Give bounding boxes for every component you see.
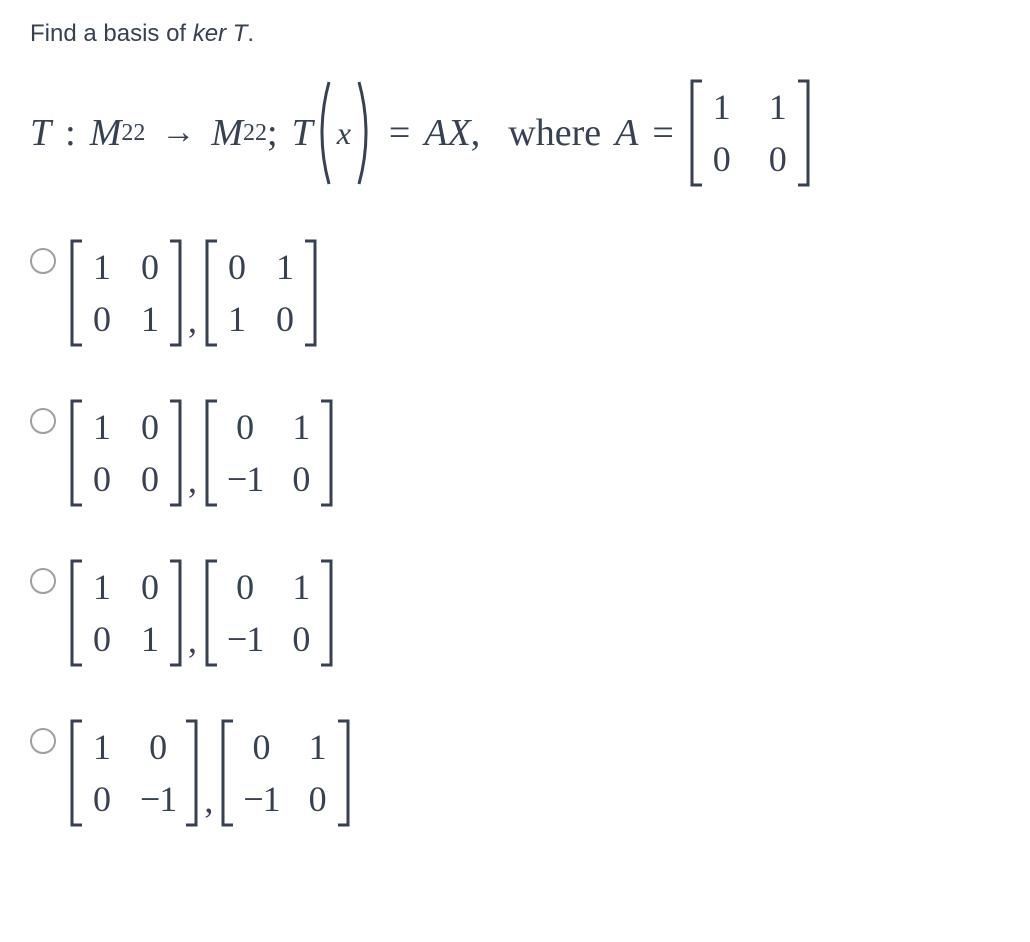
- cell: 0: [275, 293, 295, 345]
- matrixA-10: 0: [712, 133, 732, 185]
- cell: 0: [140, 721, 176, 773]
- cell: −1: [227, 453, 263, 505]
- matrixA-01: 1: [768, 81, 788, 133]
- cell: 1: [291, 561, 311, 613]
- question-prompt: Find a basis of ker T.: [30, 20, 1000, 48]
- cell: 0: [227, 241, 247, 293]
- cell: 0: [227, 401, 263, 453]
- option-3-math: 1 0 0 1 , 0 1 −1 0: [68, 558, 335, 668]
- matrixA-00: 1: [712, 81, 732, 133]
- cell: 0: [243, 721, 279, 773]
- question-container: Find a basis of ker T. T : M22 → M22; T …: [0, 0, 1030, 848]
- option-3[interactable]: 1 0 0 1 , 0 1 −1 0: [30, 558, 1000, 668]
- sym-M1: M: [90, 111, 122, 155]
- cell: 1: [92, 241, 112, 293]
- option-3-matrix-1: 1 0 0 1: [68, 558, 184, 668]
- sym-A2: A: [615, 111, 638, 155]
- sym-eq: =: [389, 111, 410, 155]
- option-2[interactable]: 1 0 0 0 , 0 1 −1 0: [30, 398, 1000, 508]
- cell: 1: [308, 721, 328, 773]
- sym-M2: M: [211, 111, 243, 155]
- cell: 0: [291, 453, 311, 505]
- prompt-suffix: .: [247, 20, 254, 47]
- cell: 0: [140, 453, 160, 505]
- cell: 1: [92, 721, 112, 773]
- option-4[interactable]: 1 0 0 −1 , 0 1 −1 0: [30, 718, 1000, 828]
- cell: 1: [275, 241, 295, 293]
- sym-colon: :: [65, 111, 76, 155]
- cell: 0: [308, 773, 328, 825]
- cell: 1: [140, 293, 160, 345]
- cell: 1: [291, 401, 311, 453]
- equation-definition: T : M22 → M22; T x = AX, where A = 1 1 0: [30, 78, 1000, 188]
- cell: 1: [140, 613, 160, 665]
- option-2-matrix-2: 0 1 −1 0: [203, 398, 335, 508]
- cell: −1: [140, 773, 176, 825]
- sym-semicolon: ;: [267, 111, 278, 155]
- cell: 0: [92, 613, 112, 665]
- cell: −1: [227, 613, 263, 665]
- options-list: 1 0 0 1 , 0 1 1 0: [30, 238, 1000, 828]
- separator-comma: ,: [188, 302, 197, 338]
- radio-icon[interactable]: [30, 728, 56, 754]
- option-4-matrix-1: 1 0 0 −1: [68, 718, 200, 828]
- matrixA-11: 0: [768, 133, 788, 185]
- sym-T: T: [30, 111, 51, 155]
- sym-T2: T: [292, 111, 313, 155]
- matrix-A: 1 1 0 0: [688, 78, 812, 188]
- cell: 0: [140, 401, 160, 453]
- option-1[interactable]: 1 0 0 1 , 0 1 1 0: [30, 238, 1000, 348]
- cell: 1: [92, 561, 112, 613]
- prompt-prefix: Find a basis of: [30, 20, 193, 47]
- radio-icon[interactable]: [30, 568, 56, 594]
- option-3-matrix-2: 0 1 −1 0: [203, 558, 335, 668]
- sym-where: where: [508, 111, 601, 155]
- separator-comma: ,: [188, 462, 197, 498]
- option-1-matrix-1: 1 0 0 1: [68, 238, 184, 348]
- option-4-matrix-2: 0 1 −1 0: [219, 718, 351, 828]
- radio-icon[interactable]: [30, 408, 56, 434]
- option-2-matrix-1: 1 0 0 0: [68, 398, 184, 508]
- sym-comma: ,: [471, 111, 481, 155]
- cell: 0: [92, 293, 112, 345]
- cell: 0: [92, 773, 112, 825]
- cell: 0: [92, 453, 112, 505]
- option-1-matrix-2: 0 1 1 0: [203, 238, 319, 348]
- cell: 0: [227, 561, 263, 613]
- cell: 0: [140, 241, 160, 293]
- paren-x: x: [313, 78, 375, 188]
- cell: 1: [92, 401, 112, 453]
- sym-AX: AX: [424, 111, 470, 155]
- separator-comma: ,: [204, 782, 213, 818]
- option-2-math: 1 0 0 0 , 0 1 −1 0: [68, 398, 335, 508]
- cell: 0: [140, 561, 160, 613]
- cell: 1: [227, 293, 247, 345]
- cell: 0: [291, 613, 311, 665]
- option-1-math: 1 0 0 1 , 0 1 1 0: [68, 238, 319, 348]
- cell: −1: [243, 773, 279, 825]
- sym-x: x: [333, 115, 355, 152]
- separator-comma: ,: [188, 622, 197, 658]
- radio-icon[interactable]: [30, 248, 56, 274]
- arrow: →: [161, 114, 195, 152]
- prompt-emph: ker T: [193, 20, 248, 47]
- option-4-math: 1 0 0 −1 , 0 1 −1 0: [68, 718, 352, 828]
- sym-eq2: =: [652, 111, 673, 155]
- sym-M2-sub: 22: [243, 120, 267, 147]
- sym-M1-sub: 22: [121, 120, 145, 147]
